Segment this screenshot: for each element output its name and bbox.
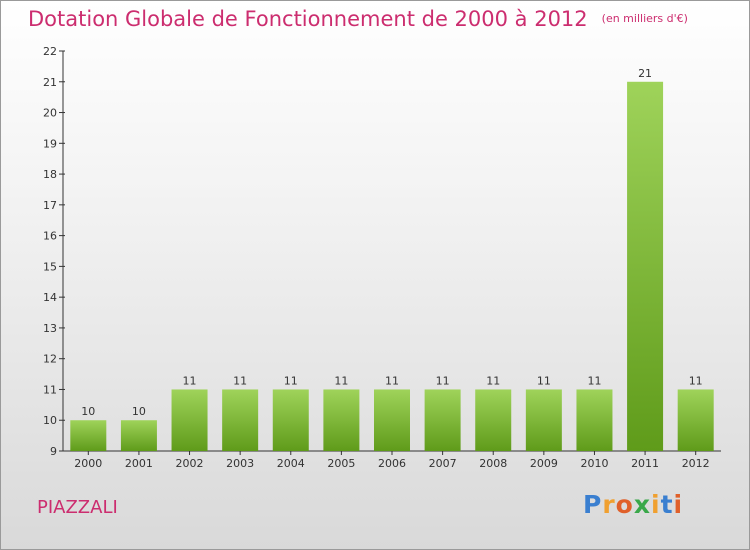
y-tick-label: 10 — [43, 414, 57, 427]
bar — [70, 420, 107, 451]
x-tick-label: 2009 — [530, 457, 558, 470]
data-label: 11 — [436, 374, 450, 387]
chart-title: Dotation Globale de Fonctionnement de 20… — [28, 7, 688, 31]
y-tick-label: 12 — [43, 353, 57, 366]
bar — [525, 389, 562, 451]
y-tick-label: 16 — [43, 230, 57, 243]
data-label: 11 — [385, 374, 399, 387]
proxiti-logo: Proxiti — [583, 490, 683, 519]
bar — [171, 389, 208, 451]
bars: 10 10 11 11 11 11 11 11 11 11 11 21 11 — [70, 67, 714, 452]
data-label: 21 — [638, 67, 652, 80]
x-tick-label: 2001 — [125, 457, 153, 470]
data-label: 11 — [486, 374, 500, 387]
logo-letter: i — [651, 490, 661, 519]
x-tick-label: 2005 — [327, 457, 355, 470]
x-tick-label: 2008 — [479, 457, 507, 470]
data-label: 11 — [587, 374, 601, 387]
bar — [677, 389, 714, 451]
bar — [272, 389, 309, 451]
bar — [374, 389, 410, 451]
y-tick-label: 9 — [50, 445, 57, 458]
data-label: 11 — [334, 374, 348, 387]
x-tick-label: 2002 — [176, 457, 204, 470]
x-tick-label: 2007 — [429, 457, 457, 470]
data-label: 11 — [689, 374, 703, 387]
y-tick-label: 21 — [43, 76, 57, 89]
data-label: 11 — [233, 374, 247, 387]
data-label: 10 — [132, 405, 146, 418]
bar — [627, 81, 664, 452]
logo-letter: t — [660, 490, 674, 519]
y-tick-label: 18 — [43, 168, 57, 181]
x-tick-label: 2003 — [226, 457, 254, 470]
logo-letter: r — [602, 490, 616, 519]
y-tick-label: 13 — [43, 322, 57, 335]
title-text: Dotation Globale de Fonctionnement de 20… — [28, 7, 588, 31]
y-tick-label: 17 — [43, 199, 57, 212]
y-tick-label: 11 — [43, 383, 57, 396]
data-label: 11 — [183, 374, 197, 387]
logo-letter: P — [583, 490, 603, 519]
y-tick-label: 19 — [43, 137, 57, 150]
bar — [120, 420, 157, 451]
bar — [323, 389, 360, 451]
x-tick-label: 2006 — [378, 457, 406, 470]
chart-subtitle: (en milliers d'€) — [601, 12, 688, 25]
bar — [424, 389, 461, 451]
logo-letter: i — [673, 490, 684, 519]
data-label: 11 — [537, 374, 551, 387]
x-tick-label: 2012 — [682, 457, 710, 470]
logo-letter: x — [633, 490, 651, 519]
logo-letter: o — [615, 490, 634, 519]
bar — [475, 389, 512, 451]
commune-name: PIAZZALI — [37, 497, 118, 518]
bar — [576, 389, 613, 451]
y-tick-label: 14 — [43, 291, 57, 304]
x-tick-label: 2004 — [277, 457, 305, 470]
bar — [222, 389, 259, 451]
data-label: 11 — [284, 374, 298, 387]
data-label: 10 — [81, 405, 95, 418]
y-tick-label: 15 — [43, 260, 57, 273]
x-tick-label: 2011 — [631, 457, 659, 470]
x-tick-label: 2010 — [580, 457, 608, 470]
axes: 9 10 11 12 13 14 15 16 17 18 19 20 21 22 2000 2001 2002 2… — [43, 45, 721, 470]
x-tick-label: 2000 — [74, 457, 102, 470]
y-tick-label: 20 — [43, 107, 57, 120]
y-tick-label: 22 — [43, 45, 57, 58]
